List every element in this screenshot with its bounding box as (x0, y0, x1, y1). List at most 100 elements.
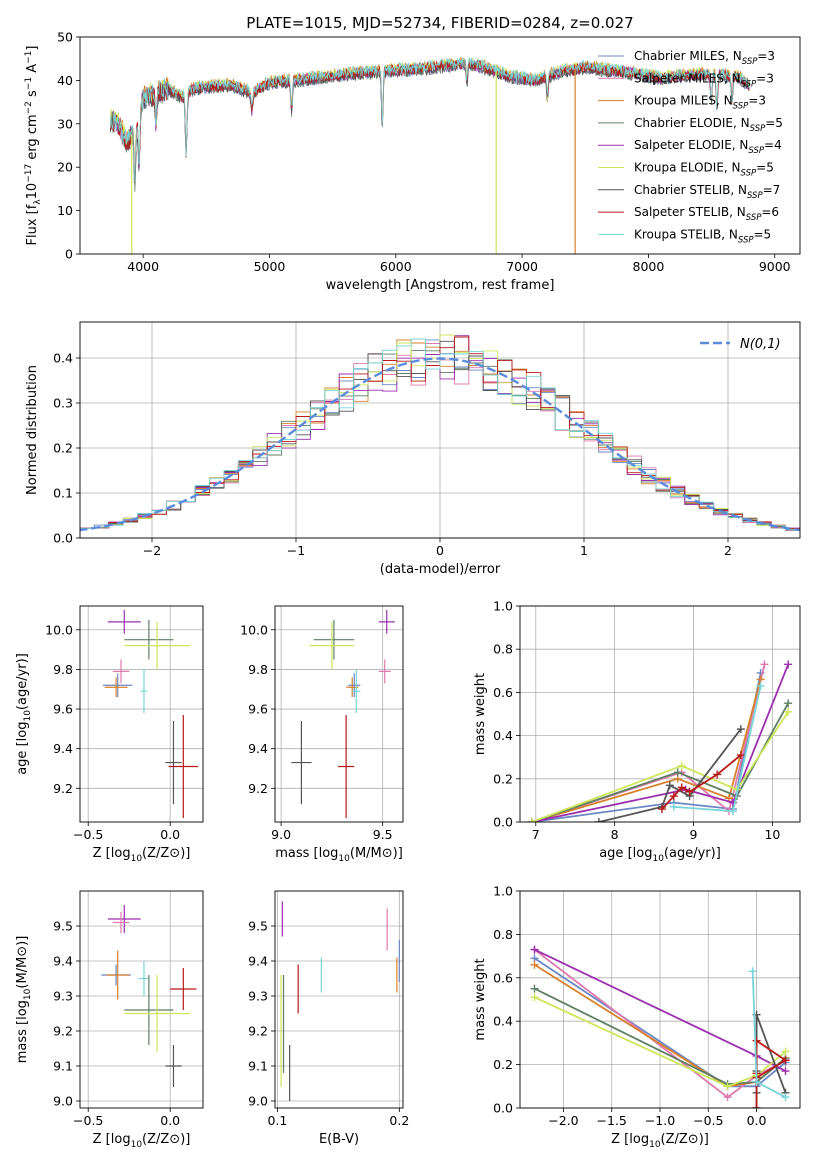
x-tick-label: 0.0 (160, 827, 180, 842)
axes-frame (274, 890, 404, 1109)
x-tick-label: −0.5 (73, 827, 103, 842)
spectrum-panel: 4000 5000 6000 7000 8000 9000 0 10 20 30 40 50 Chabr… (24, 30, 801, 293)
y-tick-label: 9.1 (53, 1059, 73, 1074)
weight-marker-chabrier_elodie (673, 768, 682, 777)
x-tick-label: 9.0 (271, 827, 291, 842)
legend-label-chabrier_elodie: Chabrier ELODIE, NSSP=5 (634, 116, 783, 134)
age_vs_Z-panel: −0.5 0.0 9.2 9.4 9.6 9.8 10.0 Z [log10(Z/Z⊙)] ag… (15, 605, 204, 864)
y-tick-label: 0.2 (493, 771, 513, 786)
x-tick-label: 0.0 (160, 1113, 180, 1128)
age_vs_mass-points (291, 609, 395, 819)
x-tick-label: 0 (436, 543, 444, 558)
x-axis-label: Z [log10(Z/Z⊙)] (93, 846, 191, 864)
mass_vs_ebv-points (280, 901, 400, 1101)
y-tick-label: 9.4 (248, 954, 268, 969)
y-axis-label: mass weight (473, 958, 488, 1040)
y-tick-label: 9.4 (53, 741, 73, 756)
y-axis-label: mass weight (473, 673, 488, 755)
axes-frame (79, 321, 801, 539)
x-axis-label: Z [log10(Z/Z⊙)] (611, 1132, 709, 1150)
weight-marker-kroupa_elodie (677, 761, 686, 770)
weight-marker-chabrier_elodie (530, 984, 539, 993)
y-tick-label: 0.0 (493, 1101, 513, 1116)
y-tick-label: 10.0 (45, 622, 73, 637)
axes-frame (519, 890, 801, 1109)
y-tick-label: 30 (57, 116, 73, 131)
spectrum-line-salpeter_stelib (109, 59, 750, 181)
weight-marker-salpeter_stelib (657, 805, 666, 814)
weight-marker-salpeter_stelib (736, 751, 745, 760)
x-tick-label: 7000 (506, 259, 538, 274)
y-tick-label: 10.0 (240, 622, 268, 637)
legend-label-kroupa_stelib: Kroupa STELIB, NSSP=5 (634, 227, 771, 245)
legend-label-salpeter_miles: Salpeter MILES, NSSP=3 (634, 71, 774, 89)
y-tick-label: 9.2 (248, 1024, 268, 1039)
x-tick-label: 8000 (633, 259, 665, 274)
x-tick-label: −1 (287, 543, 305, 558)
y-tick-label: 0.8 (493, 927, 513, 942)
y-tick-label: 9.1 (248, 1059, 268, 1074)
weight-marker-kroupa_stelib (669, 802, 678, 811)
y-axis-label: age [log10(age/yr)] (15, 653, 33, 775)
weight-marker-kroupa_stelib (748, 967, 757, 976)
weight-line-kroupa_miles (531, 679, 762, 822)
weight-marker-kroupa_stelib (752, 1077, 761, 1086)
y-axis-label: Normed distribution (25, 365, 40, 495)
residual-histograms (80, 334, 800, 533)
y-tick-label: 0.4 (493, 1014, 513, 1029)
x-tick-label: 0.0 (747, 1113, 767, 1128)
y-tick-label: 1.0 (493, 599, 513, 614)
legend-label-kroupa_miles: Kroupa MILES, NSSP=3 (634, 94, 766, 112)
normal-curve (80, 357, 800, 532)
y-tick-label: 0.8 (493, 642, 513, 657)
axes-frame (274, 605, 404, 823)
x-tick-label: 2 (724, 543, 732, 558)
x-tick-label: −0.5 (693, 1113, 723, 1128)
residuals-panel: −2 −1 0 1 2 0.0 0.1 0.2 0.3 0.4 N(0,1) (data-model)… (25, 321, 801, 577)
y-tick-label: 0.0 (53, 531, 73, 546)
x-tick-label: −2 (143, 543, 161, 558)
y-tick-label: 0.3 (53, 396, 73, 411)
mass_vs_Z-panel: −0.5 0.0 9.0 9.1 9.2 9.3 9.4 9.5 Z [log10(Z/Z⊙)]… (15, 890, 204, 1150)
weight-marker-kroupa_elodie (527, 818, 536, 822)
x-axis-label: wavelength [Angstrom, rest frame] (326, 278, 555, 293)
x-axis-label: Z [log10(Z/Z⊙)] (93, 1132, 191, 1150)
y-tick-label: 9.8 (53, 662, 73, 677)
y-axis-label: Flux [fλ10−17 erg cm−2 s−1 A−1] (24, 45, 43, 245)
y-tick-label: 40 (57, 73, 73, 88)
weight-marker-chabrier_stelib (665, 781, 674, 790)
y-tick-label: 9.6 (53, 702, 73, 717)
x-tick-label: 4000 (127, 259, 159, 274)
x-tick-label: −1.0 (645, 1113, 675, 1128)
y-tick-label: 9.3 (248, 989, 268, 1004)
y-tick-label: 9.2 (53, 781, 73, 796)
x-tick-label: −0.5 (73, 1113, 103, 1128)
y-tick-label: 9.5 (248, 919, 268, 934)
figure-title: PLATE=1015, MJD=52734, FIBERID=0284, z=0… (246, 14, 633, 32)
weight-marker-salpeter_elodie (530, 945, 539, 954)
y-tick-label: 0.0 (493, 815, 513, 830)
weight-line-salpeter_miles (533, 948, 786, 1099)
y-tick-label: 9.3 (53, 989, 73, 1004)
weight-marker-chabrier_stelib (594, 818, 603, 822)
y-tick-label: 0.4 (53, 351, 73, 366)
legend-label-chabrier_miles: Chabrier MILES, NSSP=3 (634, 49, 775, 67)
legend-label-kroupa_elodie: Kroupa ELODIE, NSSP=5 (634, 161, 774, 179)
x-tick-label: 8 (611, 827, 619, 842)
weight-marker-salpeter_stelib (713, 770, 722, 779)
weight-marker-chabrier_stelib (736, 725, 745, 734)
axes-frame (79, 36, 801, 255)
weight-marker-kroupa_elodie (723, 1082, 732, 1091)
weight-marker-salpeter_stelib (781, 1056, 790, 1065)
weight-marker-kroupa_elodie (530, 993, 539, 1002)
y-tick-label: 9.8 (248, 662, 268, 677)
weight-line-kroupa_elodie (534, 996, 787, 1088)
y-tick-label: 9.6 (248, 702, 268, 717)
x-axis-label: (data-model)/error (380, 562, 501, 577)
weight-marker-salpeter_stelib (752, 1036, 761, 1045)
weight-marker-salpeter_stelib (677, 783, 686, 792)
x-tick-label: 9 (690, 827, 698, 842)
y-tick-label: 0.2 (53, 441, 73, 456)
y-tick-label: 0.6 (493, 970, 513, 985)
